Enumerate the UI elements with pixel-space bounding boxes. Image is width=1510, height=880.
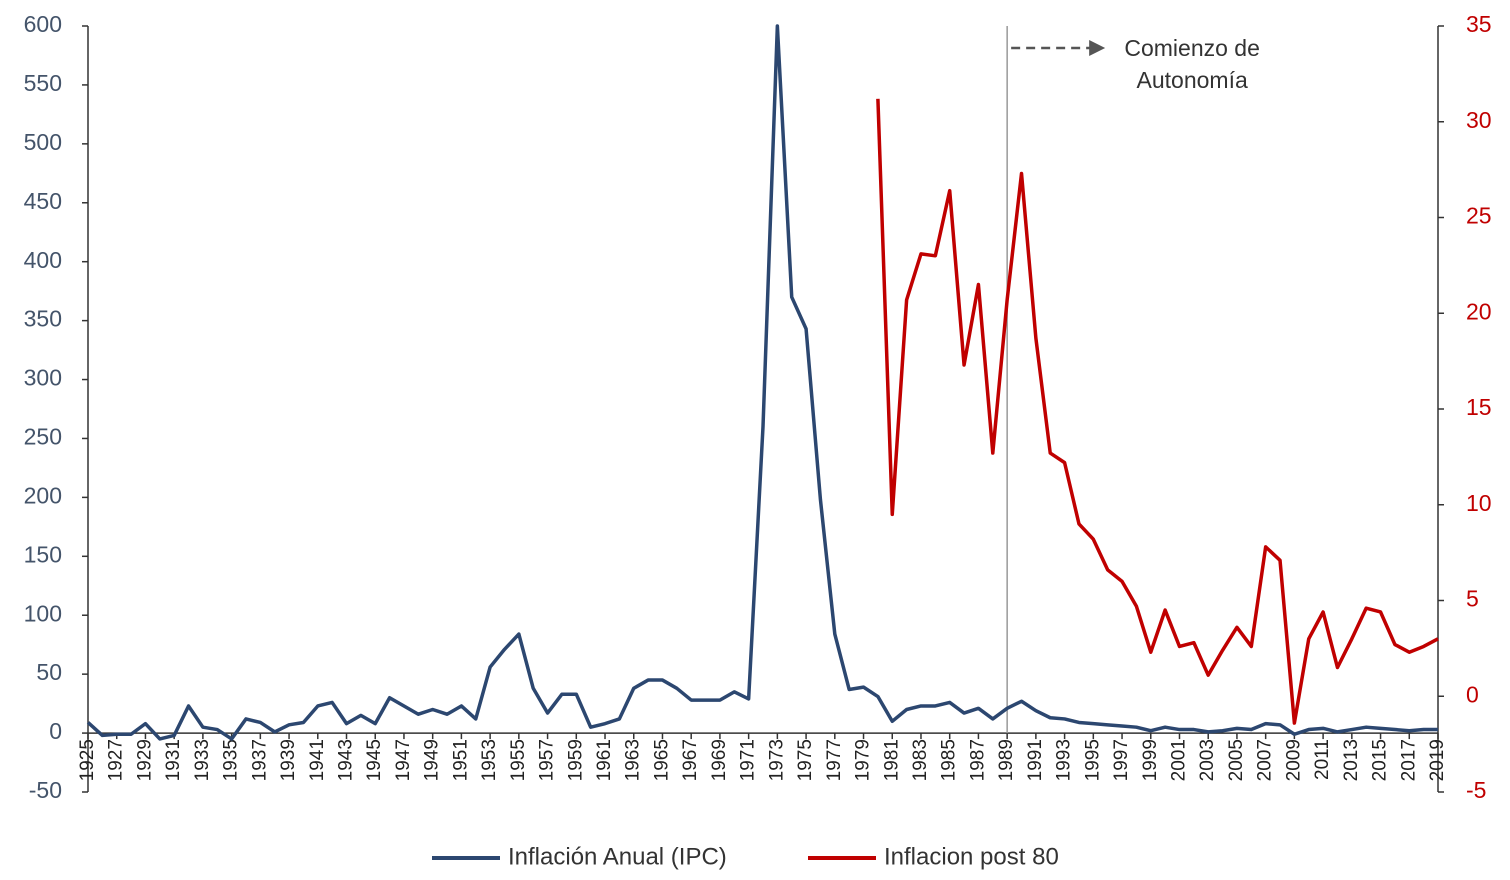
legend-label: Inflación Anual (IPC) [508,843,727,870]
x-tick-label: 1975 [795,739,816,781]
series-line [876,98,1439,725]
x-tick-label: 1993 [1054,739,1075,781]
x-tick-label: 1985 [939,739,960,781]
x-tick-label: 2009 [1283,739,1304,781]
x-tick-label: 2019 [1427,739,1448,781]
x-tick-label: 2015 [1370,739,1391,781]
y-tick-label: 0 [49,718,62,744]
x-tick-label: 1945 [364,739,385,781]
y-tick-label: 300 [24,365,62,391]
x-tick-label: 1959 [565,739,586,781]
y-tick-label: 200 [24,482,62,508]
y-tick-label: 450 [24,188,62,214]
x-tick-label: 2013 [1341,739,1362,781]
x-tick-label: 1979 [853,739,874,781]
x-tick-label: 2003 [1197,739,1218,781]
annotation-arrowhead [1089,40,1106,56]
y-tick-label: -50 [29,777,62,803]
x-tick-label: 1997 [1111,739,1132,781]
x-tick-label: 1949 [422,739,443,781]
y-tick-label: 100 [24,600,62,626]
x-tick-label: 1989 [996,739,1017,781]
y-tick-label: 500 [24,129,62,155]
x-tick-label: 1969 [709,739,730,781]
y-tick-label: 350 [24,306,62,332]
x-tick-label: 1971 [738,739,759,781]
x-tick-label: 1963 [623,739,644,781]
x-tick-label: 1933 [192,739,213,781]
x-tick-label: 1925 [77,739,98,781]
x-tick-label: 1931 [163,739,184,781]
y-tick-label: 400 [24,247,62,273]
x-tick-label: 2011 [1312,739,1333,780]
x-tick-label: 1939 [278,739,299,781]
y2-tick-label: 20 [1466,298,1492,324]
x-tick-label: 1981 [881,739,902,781]
x-tick-label: 2017 [1398,739,1419,781]
y-tick-label: 50 [36,659,62,685]
x-tick-label: 1955 [508,739,529,781]
x-tick-label: 2007 [1255,739,1276,781]
x-tick-label: 1987 [967,739,988,781]
annotation-text: Autonomía [1137,67,1248,93]
x-tick-label: 1991 [1025,739,1046,781]
x-tick-label: 1999 [1140,739,1161,781]
x-tick-label: 1953 [479,739,500,781]
y2-tick-label: 0 [1466,681,1479,707]
x-tick-label: 1935 [221,739,242,781]
x-tick-label: 1995 [1082,739,1103,781]
x-tick-label: 1961 [594,739,615,781]
y-tick-label: 150 [24,541,62,567]
y2-tick-label: 5 [1466,586,1479,612]
x-tick-label: 1977 [824,739,845,781]
x-tick-label: 1973 [766,739,787,781]
x-tick-label: 1967 [680,739,701,781]
y-tick-label: 600 [24,11,62,37]
y-tick-label: 250 [24,424,62,450]
x-tick-label: 2001 [1169,739,1190,781]
x-tick-label: 1929 [134,739,155,781]
x-tick-label: 1957 [537,739,558,781]
y2-tick-label: 15 [1466,394,1492,420]
x-tick-label: 1983 [910,739,931,781]
x-tick-label: 1927 [106,739,127,781]
y2-tick-label: 35 [1466,11,1492,37]
y2-tick-label: 25 [1466,203,1492,229]
y2-tick-label: -5 [1466,777,1486,803]
annotation-text: Comienzo de [1124,35,1260,61]
x-tick-label: 2005 [1226,739,1247,781]
x-tick-label: 1951 [450,739,471,781]
y-tick-label: 550 [24,70,62,96]
y2-tick-label: 10 [1466,490,1492,516]
x-tick-label: 1947 [393,739,414,781]
legend-label: Inflacion post 80 [884,843,1059,870]
x-tick-label: 1941 [307,739,328,781]
x-tick-label: 1943 [336,739,357,781]
y2-tick-label: 30 [1466,107,1492,133]
x-tick-label: 1965 [651,739,672,781]
series-line [86,24,1438,741]
x-tick-label: 1937 [249,739,270,781]
